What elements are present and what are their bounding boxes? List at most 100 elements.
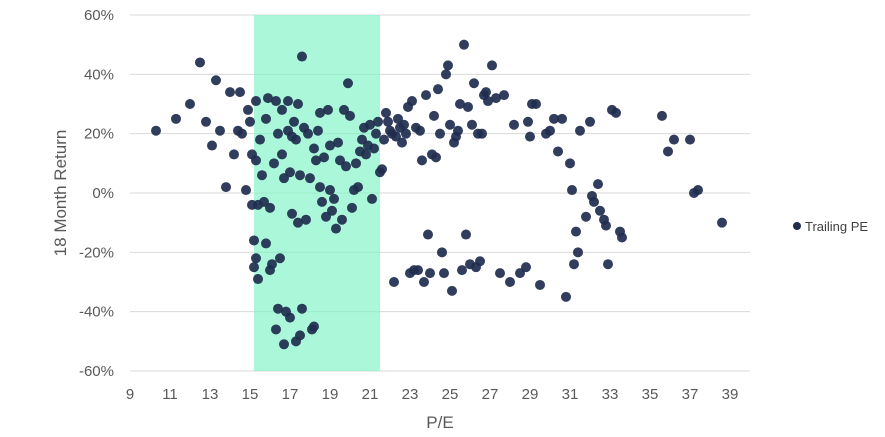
- data-point-2: [185, 99, 195, 109]
- data-point-30: [261, 113, 271, 124]
- data-point-121: [413, 265, 423, 276]
- data-point-168: [531, 99, 541, 109]
- data-point-142: [455, 99, 465, 109]
- x-tick-label-10: 29: [522, 386, 539, 403]
- x-tick-label-13: 35: [642, 386, 659, 403]
- data-point-35: [269, 158, 279, 169]
- data-point-157: [487, 60, 497, 71]
- data-point-1: [171, 113, 181, 124]
- data-points: [151, 39, 727, 350]
- data-point-187: [595, 205, 605, 216]
- data-point-106: [383, 116, 393, 127]
- data-point-40: [275, 253, 285, 264]
- legend: Trailing PE: [793, 219, 868, 234]
- data-point-4: [201, 116, 211, 127]
- data-point-132: [435, 128, 445, 139]
- data-point-180: [573, 247, 583, 258]
- data-point-175: [561, 291, 571, 302]
- data-point-56: [293, 99, 303, 109]
- data-point-57: [295, 330, 305, 341]
- data-point-76: [325, 185, 335, 196]
- y-tick-label-6: 60%: [84, 7, 114, 24]
- x-axis-title: P/E: [426, 413, 453, 432]
- data-point-71: [315, 107, 325, 118]
- data-point-41: [277, 149, 287, 160]
- data-point-129: [429, 110, 439, 121]
- data-point-124: [419, 277, 429, 287]
- data-point-60: [297, 303, 307, 314]
- data-point-183: [585, 116, 595, 127]
- data-point-109: [389, 277, 399, 287]
- data-point-171: [545, 125, 555, 136]
- data-point-143: [457, 265, 467, 276]
- data-point-194: [617, 232, 627, 243]
- data-point-46: [283, 96, 293, 107]
- y-tick-label-2: -20%: [79, 244, 114, 261]
- data-point-42: [277, 104, 287, 115]
- data-point-144: [459, 39, 469, 50]
- data-point-169: [535, 279, 545, 290]
- data-point-72: [317, 196, 327, 207]
- data-point-141: [453, 125, 463, 136]
- data-point-148: [467, 119, 477, 130]
- data-point-75: [323, 104, 333, 115]
- data-point-156: [483, 96, 493, 107]
- data-point-48: [285, 312, 295, 323]
- y-tick-label-4: 20%: [84, 126, 114, 143]
- data-point-137: [445, 119, 455, 130]
- legend-label: Trailing PE: [805, 219, 868, 234]
- data-point-58: [295, 170, 305, 181]
- data-point-73: [319, 152, 329, 163]
- data-point-158: [491, 93, 501, 104]
- data-point-173: [553, 146, 563, 157]
- data-point-174: [557, 113, 567, 124]
- data-point-3: [195, 57, 205, 68]
- legend-marker: [793, 222, 801, 230]
- data-point-59: [297, 51, 307, 62]
- data-point-31: [263, 93, 273, 104]
- data-point-162: [509, 119, 519, 130]
- data-point-34: [267, 259, 277, 270]
- data-point-86: [343, 78, 353, 89]
- x-tick-label-15: 39: [722, 386, 739, 403]
- data-point-197: [669, 134, 679, 145]
- data-point-160: [499, 90, 509, 101]
- data-point-182: [581, 211, 591, 222]
- data-point-152: [475, 256, 485, 267]
- data-point-133: [437, 247, 447, 258]
- data-point-130: [431, 152, 441, 163]
- data-point-85: [341, 161, 351, 172]
- data-point-114: [399, 119, 409, 130]
- data-point-97: [365, 119, 375, 130]
- data-point-125: [421, 90, 431, 101]
- data-point-0: [151, 125, 161, 136]
- x-tick-label-11: 31: [562, 386, 579, 403]
- data-point-32: [265, 202, 275, 213]
- data-point-6: [211, 75, 221, 86]
- data-point-98: [367, 193, 377, 204]
- data-point-20: [249, 262, 259, 273]
- data-point-14: [241, 185, 251, 196]
- data-point-78: [327, 205, 337, 216]
- y-tick-label-3: 0%: [92, 185, 114, 202]
- x-tick-label-7: 23: [402, 386, 419, 403]
- data-point-127: [425, 268, 435, 279]
- data-point-62: [301, 214, 311, 225]
- data-point-99: [369, 143, 379, 154]
- data-point-122: [415, 125, 425, 136]
- data-point-24: [253, 274, 263, 285]
- data-point-81: [333, 137, 343, 148]
- data-point-165: [523, 116, 533, 127]
- data-point-177: [567, 185, 577, 196]
- data-point-69: [313, 125, 323, 136]
- data-point-26: [255, 134, 265, 145]
- data-point-29: [261, 238, 271, 249]
- data-point-178: [569, 259, 579, 270]
- x-tick-label-4: 17: [282, 386, 299, 403]
- data-point-55: [293, 217, 303, 228]
- data-point-104: [379, 134, 389, 145]
- data-point-67: [309, 143, 319, 154]
- data-point-19: [249, 235, 259, 246]
- data-point-201: [717, 217, 727, 228]
- data-point-115: [401, 128, 411, 139]
